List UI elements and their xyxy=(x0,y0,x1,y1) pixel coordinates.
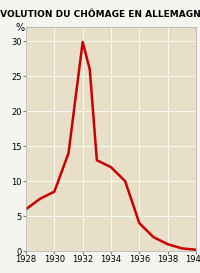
Text: %: % xyxy=(16,23,25,33)
Text: ÉVOLUTION DU CHÔMAGE EN ALLEMAGNE: ÉVOLUTION DU CHÔMAGE EN ALLEMAGNE xyxy=(0,10,200,19)
